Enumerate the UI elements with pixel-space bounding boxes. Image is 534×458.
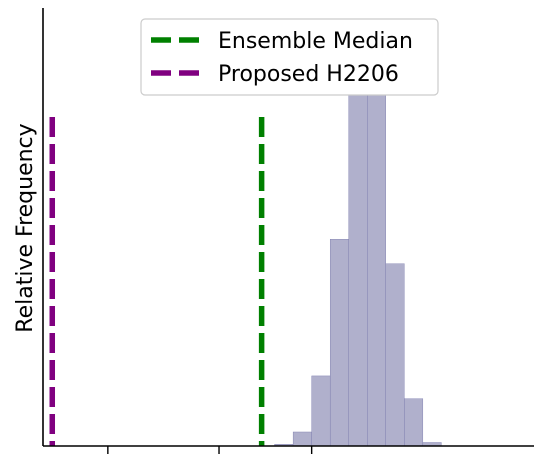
x-ticks [107, 446, 313, 454]
axes [42, 8, 534, 454]
histogram-bars [274, 37, 442, 447]
histogram-bar [329, 239, 349, 447]
histogram-bar [404, 398, 424, 447]
histogram-bar [311, 375, 331, 447]
legend: Ensemble Median Proposed H2206 [140, 18, 439, 96]
histogram-bar [348, 51, 368, 447]
histogram-bar [292, 431, 312, 447]
histogram-bar [385, 263, 405, 447]
legend-box [140, 18, 439, 96]
legend-label: Proposed H2206 [218, 62, 399, 87]
legend-label: Ensemble Median [218, 29, 413, 54]
y-axis-label: Relative Frequency [13, 123, 38, 332]
reference-lines [49, 117, 265, 446]
histogram-bar [367, 37, 386, 447]
